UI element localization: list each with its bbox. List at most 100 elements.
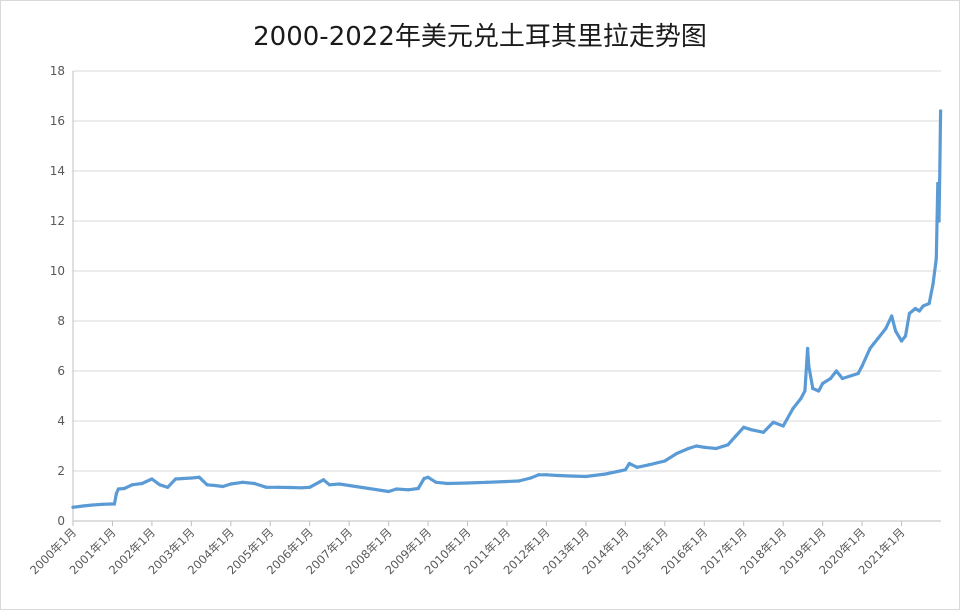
data-point — [856, 371, 860, 376]
data-point — [387, 489, 391, 494]
data-point — [627, 461, 631, 466]
data-point — [771, 420, 775, 424]
data-point — [140, 481, 144, 486]
data-point — [529, 476, 533, 480]
data-point — [913, 306, 917, 311]
data-point — [803, 389, 807, 393]
data-point — [108, 502, 113, 506]
data-point — [899, 339, 904, 343]
data-point — [840, 376, 844, 381]
data-point — [446, 481, 450, 486]
data-point — [205, 483, 209, 487]
data-point — [635, 465, 639, 469]
data-point — [694, 444, 698, 448]
data-point — [876, 336, 880, 341]
data-point — [221, 484, 225, 489]
data-point — [568, 474, 572, 478]
data-point — [465, 481, 470, 485]
data-point — [122, 486, 126, 491]
data-point — [868, 346, 872, 351]
data-point — [241, 480, 245, 484]
data-point — [936, 181, 940, 186]
data-point — [686, 446, 691, 451]
data-point — [337, 482, 341, 486]
x-axis-ticks: 2000年1月2001年1月2002年1月2003年1月2004年1月2005年… — [27, 521, 908, 577]
y-tick-label: 12 — [50, 214, 65, 228]
data-point — [189, 476, 193, 480]
data-point — [781, 424, 785, 428]
data-point — [894, 329, 898, 333]
y-axis-ticks: 0 2 4 6 8 10 12 14 16 18 — [50, 64, 65, 528]
data-point — [158, 483, 162, 487]
data-point — [485, 480, 489, 484]
data-point — [884, 326, 888, 331]
data-point — [434, 480, 438, 484]
y-tick-label: 14 — [50, 164, 65, 178]
y-tick-label: 0 — [57, 514, 65, 528]
data-point — [921, 304, 925, 308]
series-layer — [71, 109, 943, 509]
data-point — [536, 473, 541, 477]
data-point — [848, 374, 852, 378]
data-point — [761, 430, 766, 434]
data-point — [71, 505, 75, 509]
data-point — [406, 488, 410, 492]
data-point — [166, 485, 170, 489]
data-point — [112, 502, 117, 506]
data-point — [860, 364, 864, 368]
data-point — [416, 486, 420, 491]
data-point — [939, 109, 943, 113]
data-point — [367, 486, 371, 491]
data-point — [308, 485, 312, 489]
series-line-usd-try — [71, 109, 943, 509]
data-point — [927, 301, 931, 306]
data-point — [229, 482, 233, 486]
data-point — [114, 491, 118, 496]
data-point — [327, 483, 332, 487]
data-point — [197, 475, 201, 479]
data-point — [288, 485, 292, 490]
chart-title: 2000-2022年美元兑土耳其里拉走势图 — [253, 22, 707, 52]
data-point — [213, 483, 217, 488]
y-tick-label: 10 — [50, 264, 65, 278]
y-tick-label: 4 — [57, 414, 65, 428]
data-point — [675, 451, 679, 456]
data-point — [181, 476, 186, 481]
data-point — [100, 502, 105, 506]
data-point — [505, 479, 509, 484]
data-point — [422, 476, 426, 481]
data-point — [347, 483, 351, 488]
data-point — [321, 478, 326, 482]
data-point — [81, 504, 85, 508]
data-point — [150, 477, 154, 481]
data-point — [394, 487, 399, 491]
data-point — [907, 311, 912, 316]
data-point — [604, 472, 608, 476]
data-point — [556, 473, 560, 478]
data-point — [584, 474, 588, 479]
y-tick-label: 8 — [57, 314, 65, 328]
data-point — [828, 376, 833, 381]
data-point — [937, 219, 941, 223]
data-point — [872, 341, 876, 346]
data-point — [714, 446, 718, 451]
data-point — [834, 369, 839, 373]
data-point — [734, 434, 738, 438]
data-point — [264, 485, 268, 489]
data-point — [623, 468, 627, 472]
data-point — [91, 503, 95, 507]
data-point — [647, 463, 651, 467]
data-point — [742, 425, 746, 429]
data-point — [517, 479, 521, 483]
data-point — [890, 314, 894, 318]
data-point — [934, 256, 938, 261]
data-point — [426, 475, 430, 479]
data-point — [276, 485, 280, 489]
axes — [72, 71, 941, 522]
data-point — [817, 389, 821, 393]
data-point — [806, 346, 810, 351]
data-point — [130, 483, 134, 487]
data-point — [750, 428, 754, 432]
data-point — [252, 481, 257, 486]
